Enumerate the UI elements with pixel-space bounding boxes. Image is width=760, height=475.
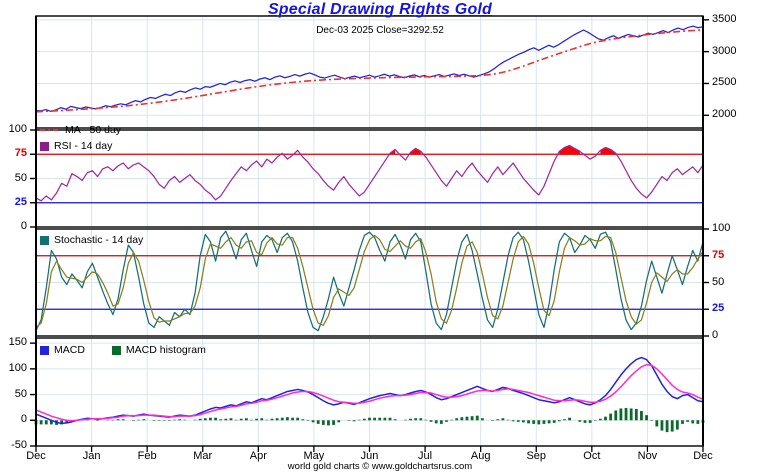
macd-ytick-150: 150 [8,336,27,349]
stoch-ytick-75: 75 [712,248,725,261]
price-ytick-3500: 3500 [712,12,737,25]
rsi-ytick-100: 100 [8,123,27,135]
xaxis-month-may-5: May [303,450,325,462]
macd-ytick-50: 50 [14,387,27,400]
xaxis-month-apr-4: Apr [249,450,267,462]
legend-label-macd: MACD [54,344,85,356]
page-title: Special Drawing Rights Gold [267,1,493,18]
chart-credit-footer: world gold charts © www.goldchartsrus.co… [287,461,473,472]
price-ytick-2000: 2000 [712,108,737,121]
xaxis-month-dec-0: Dec [26,450,46,462]
stoch-ytick-50: 50 [712,275,725,288]
legend-stochastic-panel: Stochastic - 14 day [40,234,143,246]
legend-label-macd-histogram: MACD histogram [125,344,206,356]
legend-label-ma-50: MA - 50 day [65,124,122,136]
price-ytick-3000: 3000 [712,44,737,57]
legend-label-rsi: RSI - 14 day [54,140,113,152]
xaxis-month-aug-8: Aug [470,450,491,462]
xaxis-month-sep-9: Sep [526,450,547,462]
xaxis-month-nov-11: Nov [637,450,658,462]
rsi-swatch-icon [40,141,49,151]
rsi-ytick-50: 50 [14,171,27,184]
macd-ytick-0: 0 [20,413,27,426]
xaxis-month-oct-10: Oct [583,450,601,462]
legend-rsi-panel: RSI - 14 day [40,140,112,152]
xaxis-month-jun-6: Jun [360,450,379,462]
rsi-ytick-75: 75 [14,147,27,160]
rsi-ytick-0: 0 [20,220,27,232]
macd-swatch-icon [40,345,49,355]
xaxis-month-dec-12: Dec [693,450,713,462]
xaxis-month-jan-1: Jan [82,450,101,462]
xaxis-month-mar-3: Mar [193,450,213,462]
macd-histogram-swatch-icon [111,345,121,355]
stoch-ytick-25: 25 [712,302,725,315]
rsi-ytick-25: 25 [14,195,27,208]
legend-label-stochastic: Stochastic - 14 day [54,234,144,246]
legend-price-panel: MA - 50 day [40,124,121,136]
legend-macd-panel: MACD MACD histogram [40,344,206,356]
macd-ytick--50: -50 [11,439,27,451]
ma-50-line-swatch-icon [40,129,60,131]
xaxis-month-feb-2: Feb [137,450,157,462]
stoch-ytick-100: 100 [712,222,731,234]
stoch-ytick-0: 0 [712,329,719,341]
chart-subtitle: Dec-03 2025 Close=3292.52 [316,25,444,36]
price-ytick-2500: 2500 [712,76,737,89]
macd-ytick-100: 100 [8,361,27,374]
stochastic-swatch-icon [40,235,49,245]
xaxis-month-jul-7: Jul [418,450,433,462]
